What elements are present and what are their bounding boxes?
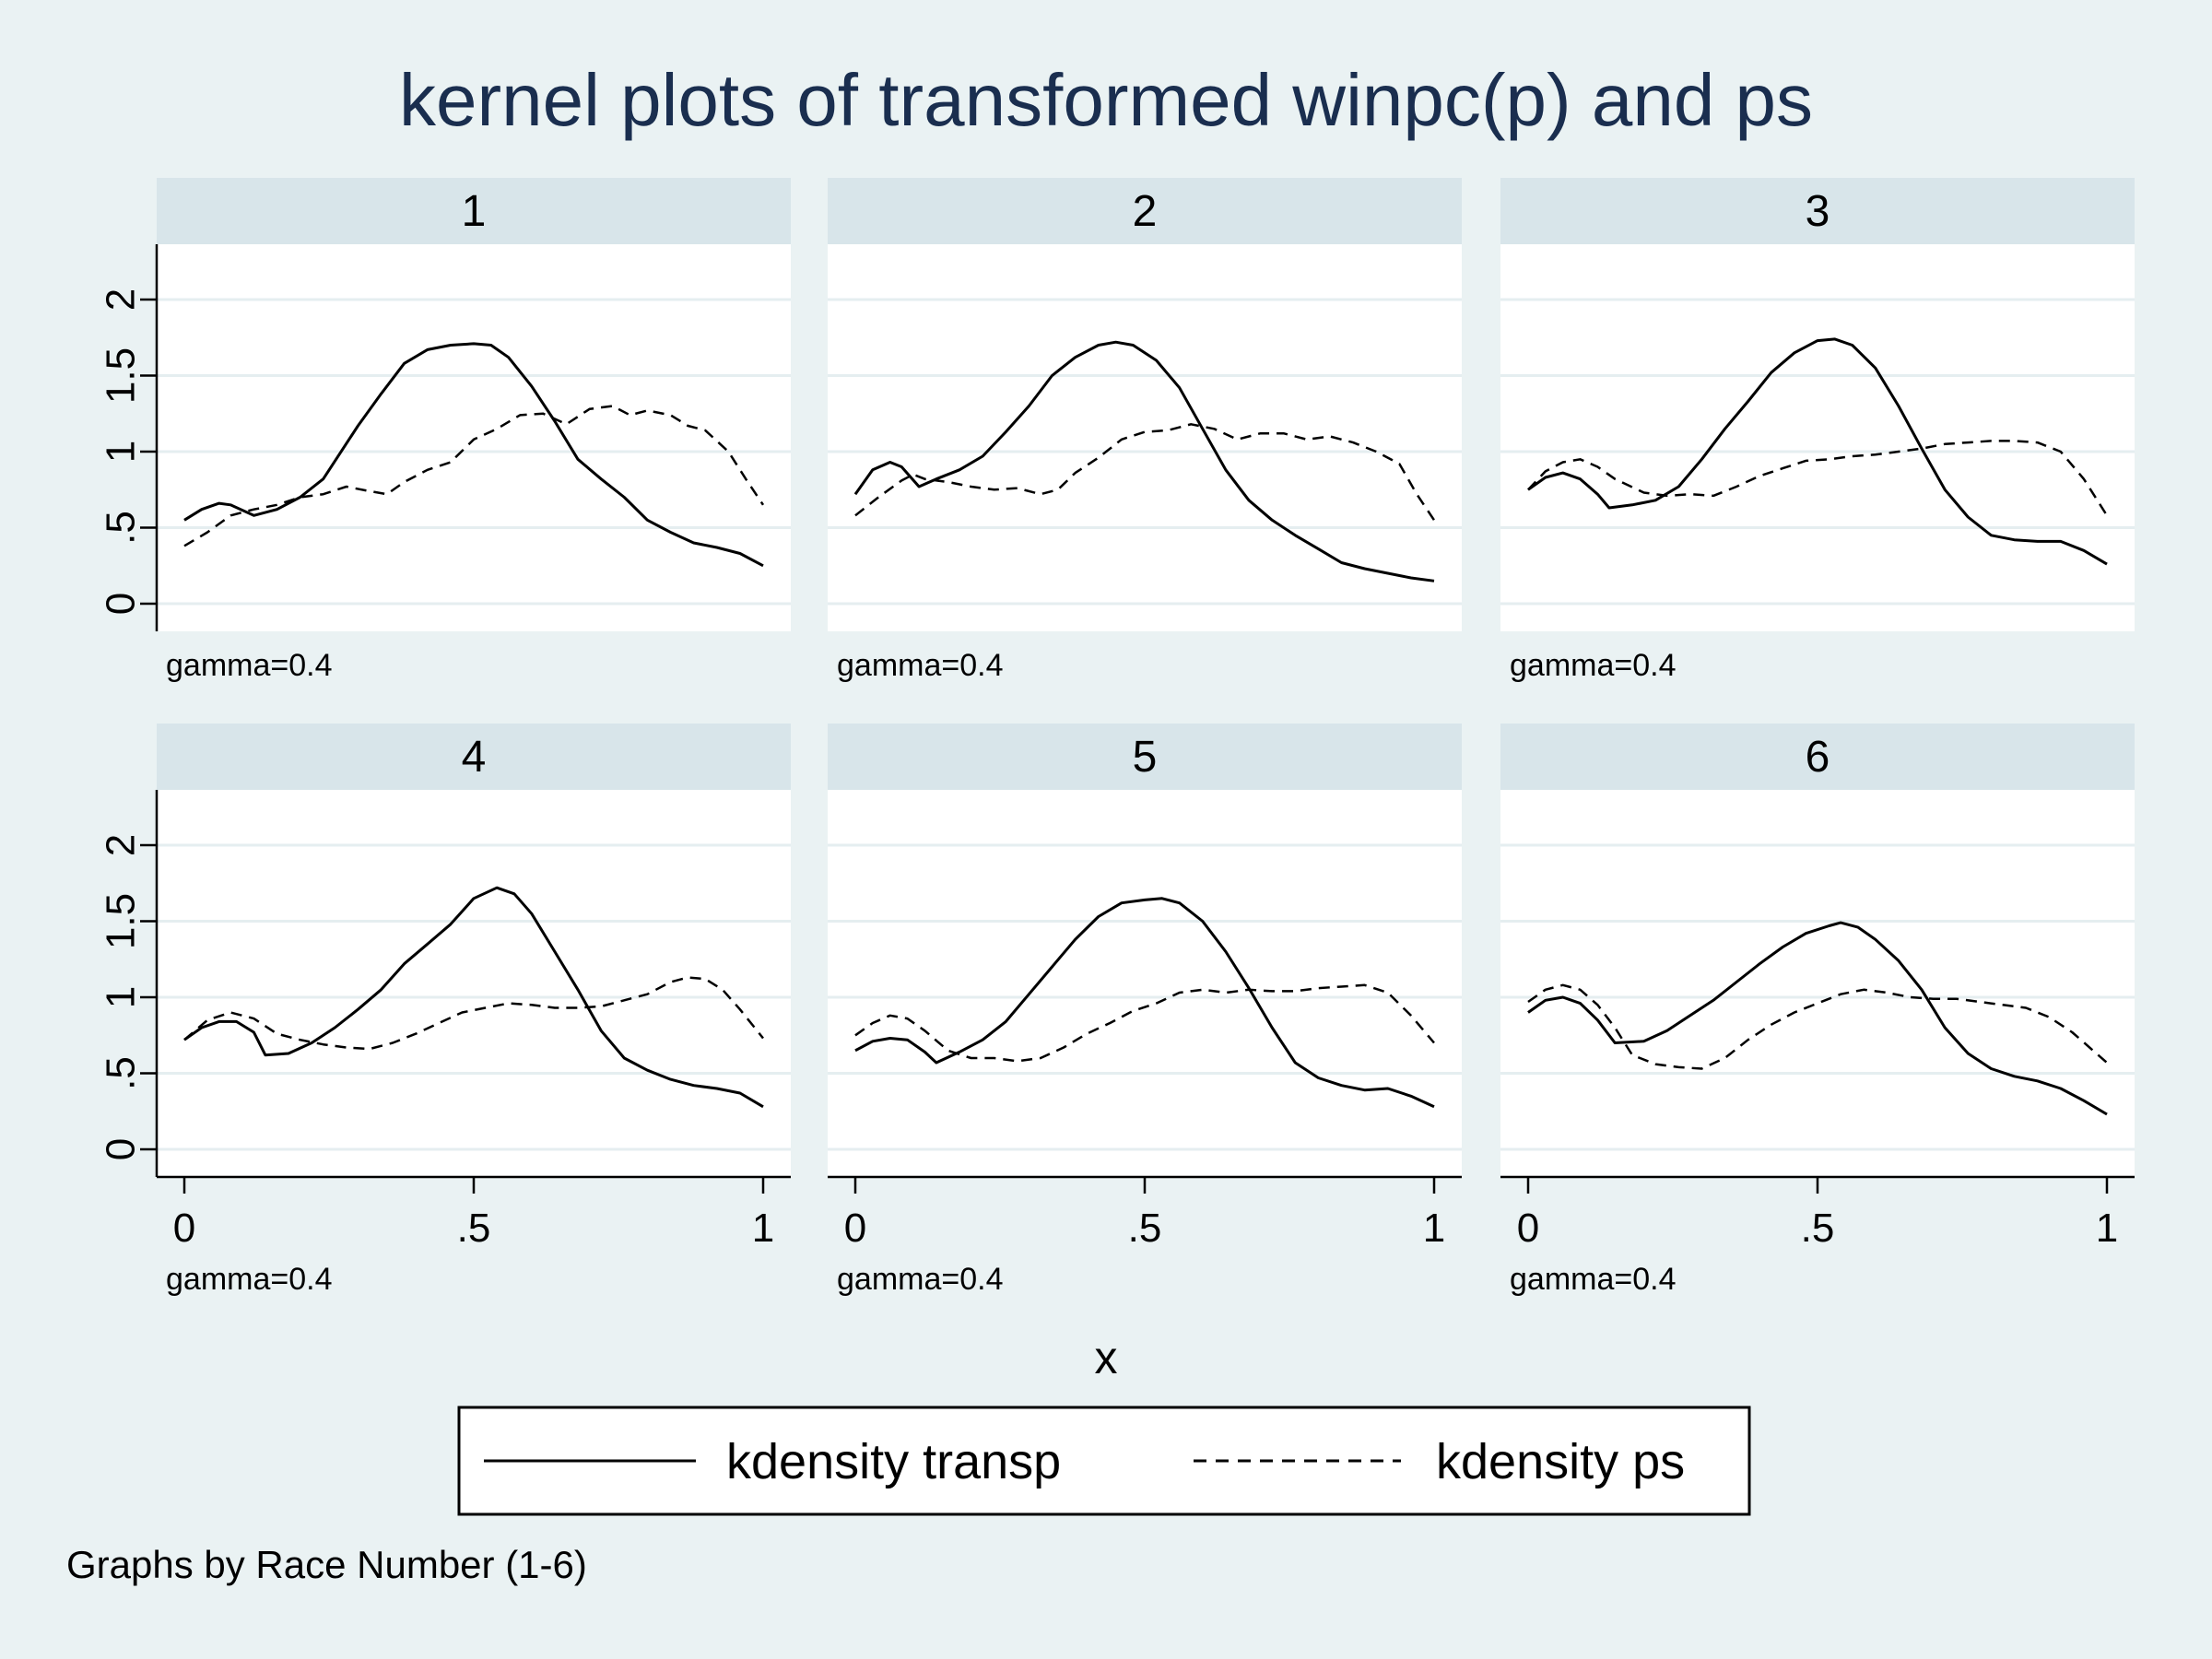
series-line-transp (854, 897, 1435, 1109)
panel-3: 3 gamma=0.4 (1500, 178, 2135, 683)
series-line-ps (1527, 983, 2108, 1070)
legend-label-transp: kdensity transp (726, 1434, 1061, 1489)
x-tick-label: 0 (844, 1206, 866, 1251)
panel-1: 1 0 .5 1 1.5 2 gamma=0.4 (98, 178, 791, 683)
y-tick-label: 0 (98, 593, 143, 615)
series-line-ps (854, 423, 1436, 521)
panel-plot-area (828, 790, 1462, 1177)
panel-5: 5 0 .5 1 gamma=0.4 (828, 724, 1462, 1297)
y-tick-label: .5 (98, 511, 143, 545)
panel-strip-label: 4 (462, 733, 487, 782)
x-tick-label: .5 (457, 1206, 491, 1251)
x-axis-title: x (1095, 1332, 1118, 1383)
chart-title: kernel plots of transformed winpc(p) and… (399, 59, 1813, 141)
panel-strip (1500, 178, 2135, 244)
legend-label-ps: kdensity ps (1436, 1434, 1685, 1489)
panel-plot-area (828, 244, 1462, 631)
series-line-ps (183, 405, 765, 547)
y-tick-label: 0 (98, 1138, 143, 1160)
series-line-ps (183, 976, 764, 1051)
panel-caption: gamma=0.4 (166, 1262, 333, 1297)
panel-4: 4 0 .5 1 1.5 2 0 .5 1 gamma=0.4 (98, 724, 791, 1297)
y-tick-label: 1 (98, 986, 143, 1008)
legend: kdensity transp kdensity ps (457, 1406, 1751, 1516)
series-line-ps (1527, 440, 2109, 516)
panel-plot-area (1500, 790, 2135, 1177)
x-tick-label: 1 (752, 1206, 774, 1251)
panel-caption: gamma=0.4 (166, 648, 333, 683)
panel-strip (157, 178, 791, 244)
series-line-transp (853, 340, 1435, 582)
y-tick-label: 2 (98, 288, 143, 311)
x-tick-label: .5 (1801, 1206, 1835, 1251)
panel-plot-area (1500, 244, 2135, 631)
panel-strip-label: 5 (1133, 733, 1158, 782)
panel-strip (828, 178, 1462, 244)
panel-grid: 10.511.52gamma=0.42gamma=0.43gamma=0.440… (98, 178, 2135, 1297)
series-line-transp (1527, 337, 2108, 566)
panel-plot-area (157, 790, 791, 1177)
panel-strip (828, 724, 1462, 790)
panel-strip-label: 6 (1806, 733, 1830, 782)
panel-strip-label: 3 (1806, 187, 1830, 236)
y-tick-label: 2 (98, 834, 143, 856)
y-tick-label: 1 (98, 441, 143, 463)
series-line-transp (183, 886, 764, 1109)
panel-caption: gamma=0.4 (1510, 1262, 1677, 1297)
panel-strip (1500, 724, 2135, 790)
y-tick-label: 1.5 (98, 893, 143, 949)
panel-2: 2 gamma=0.4 (828, 178, 1462, 683)
x-tick-label: .5 (1128, 1206, 1162, 1251)
series-line-transp (183, 342, 764, 568)
panel-caption: gamma=0.4 (1510, 648, 1677, 683)
x-tick-label: 0 (173, 1206, 195, 1251)
y-tick-label: .5 (98, 1056, 143, 1090)
panel-caption: gamma=0.4 (837, 648, 1004, 683)
panel-strip-label: 2 (1133, 187, 1158, 236)
x-tick-label: 1 (2096, 1206, 2118, 1251)
chart-note: Graphs by Race Number (1-6) (66, 1543, 587, 1586)
panel-strip (157, 724, 791, 790)
panel-caption: gamma=0.4 (837, 1262, 1004, 1297)
panel-6: 6 0 .5 1 gamma=0.4 (1500, 724, 2135, 1297)
panel-strip-label: 1 (462, 187, 487, 236)
panel-plot-area (157, 244, 791, 631)
x-tick-label: 1 (1423, 1206, 1445, 1251)
series-line-transp (1527, 921, 2108, 1116)
y-tick-label: 1.5 (98, 347, 143, 404)
x-tick-label: 0 (1517, 1206, 1539, 1251)
